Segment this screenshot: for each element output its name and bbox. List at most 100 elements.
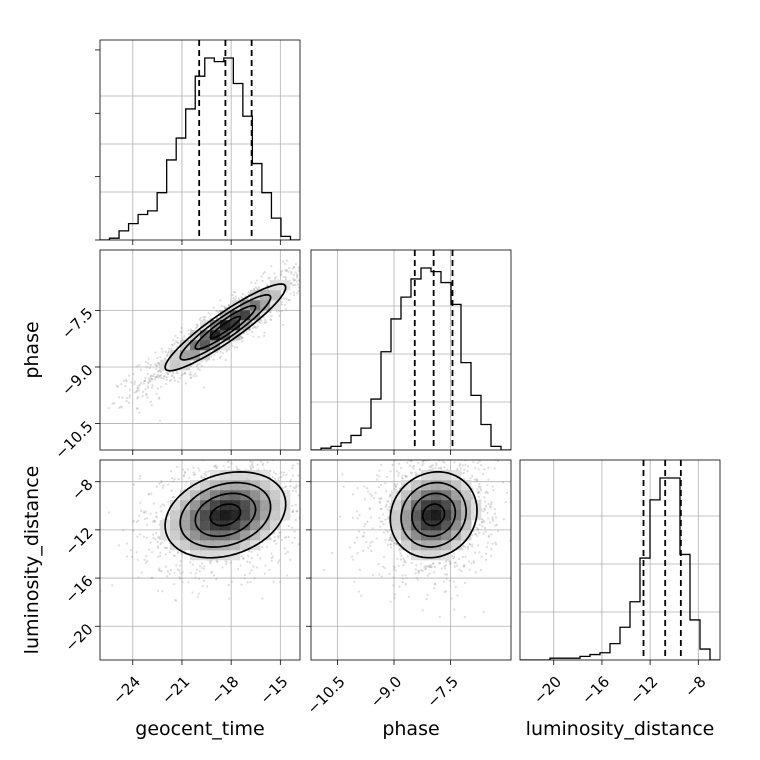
sample-point xyxy=(404,583,407,586)
sample-point xyxy=(198,569,201,573)
sample-point xyxy=(209,313,212,316)
density-cell xyxy=(431,510,442,521)
sample-point xyxy=(378,475,381,478)
sample-point xyxy=(339,515,342,518)
density-cell xyxy=(200,500,211,511)
sample-point xyxy=(241,337,244,340)
panel-frame xyxy=(310,249,512,451)
sample-point xyxy=(155,375,158,378)
sample-point xyxy=(397,564,400,568)
sample-point xyxy=(302,535,304,537)
sample-point xyxy=(246,333,249,336)
sample-point xyxy=(445,573,449,576)
sample-point xyxy=(156,589,160,592)
sample-point xyxy=(250,556,254,560)
sample-point xyxy=(422,460,426,462)
sample-point xyxy=(246,453,248,455)
sample-point xyxy=(388,509,391,512)
sample-point xyxy=(294,262,297,266)
sample-point xyxy=(179,330,182,333)
sample-point xyxy=(155,376,158,379)
sample-point xyxy=(478,482,481,486)
sample-point xyxy=(478,491,481,494)
sample-point xyxy=(216,466,219,469)
sample-point xyxy=(385,503,388,507)
sample-point xyxy=(159,370,162,374)
sample-point xyxy=(465,453,467,455)
sample-point xyxy=(304,284,306,286)
sample-point xyxy=(129,549,132,552)
sample-point xyxy=(474,571,477,574)
sample-point xyxy=(405,475,409,478)
sample-point xyxy=(153,520,156,524)
sample-point xyxy=(161,486,165,489)
sample-point xyxy=(376,473,379,477)
sample-point xyxy=(154,351,157,354)
sample-point xyxy=(360,232,362,234)
sample-point xyxy=(495,543,498,546)
sample-point xyxy=(460,435,462,437)
sample-point xyxy=(363,485,366,488)
sample-point xyxy=(348,546,351,549)
sample-point xyxy=(300,262,302,264)
sample-point xyxy=(142,511,146,514)
sample-point xyxy=(237,437,239,439)
sample-point xyxy=(295,485,298,489)
density-cell xyxy=(220,540,231,551)
sample-point xyxy=(136,558,139,562)
panel-frame xyxy=(310,459,512,661)
sample-point xyxy=(486,491,490,495)
sample-point xyxy=(331,520,333,522)
density-cell xyxy=(441,470,452,481)
sample-point xyxy=(138,533,142,536)
sample-point xyxy=(456,468,459,471)
sample-point xyxy=(165,378,168,381)
sample-point xyxy=(151,378,154,381)
sample-point xyxy=(291,267,295,270)
sample-point xyxy=(455,457,457,459)
contour-line xyxy=(179,481,272,548)
sample-point xyxy=(478,460,481,463)
sample-point xyxy=(288,430,290,432)
density-cell xyxy=(220,470,231,481)
sample-point xyxy=(283,297,286,300)
sample-point xyxy=(429,456,431,458)
sample-point xyxy=(246,560,249,563)
sample-point xyxy=(215,310,218,313)
sample-point xyxy=(149,541,152,544)
sample-point xyxy=(292,464,295,467)
sample-point xyxy=(137,514,141,517)
sample-point xyxy=(251,327,254,330)
density-cell xyxy=(401,500,412,511)
sample-point xyxy=(253,326,256,329)
sample-point xyxy=(471,497,474,500)
sample-point xyxy=(176,372,179,375)
sample-point xyxy=(323,506,325,508)
sample-point xyxy=(247,457,249,459)
sample-point xyxy=(149,380,152,383)
sample-point xyxy=(287,298,290,302)
sample-point xyxy=(403,559,406,562)
sample-point xyxy=(195,374,198,378)
sample-point xyxy=(158,419,162,422)
sample-point xyxy=(301,267,303,269)
sample-point xyxy=(380,463,383,467)
sample-point xyxy=(409,460,413,463)
sample-point xyxy=(402,563,405,567)
sample-point xyxy=(492,519,495,522)
density-cell xyxy=(190,490,201,501)
sample-point xyxy=(367,490,370,493)
sample-point xyxy=(275,457,277,459)
sample-point xyxy=(243,458,245,460)
sample-point xyxy=(219,299,222,302)
sample-point xyxy=(330,487,332,489)
sample-point xyxy=(318,261,320,263)
density-cell xyxy=(230,490,241,501)
sample-point xyxy=(266,288,270,291)
sample-point xyxy=(321,486,323,488)
sample-point xyxy=(303,466,305,468)
density-cell xyxy=(200,340,211,351)
sample-point xyxy=(235,346,239,349)
sample-point xyxy=(411,465,414,468)
sample-point xyxy=(372,573,375,576)
